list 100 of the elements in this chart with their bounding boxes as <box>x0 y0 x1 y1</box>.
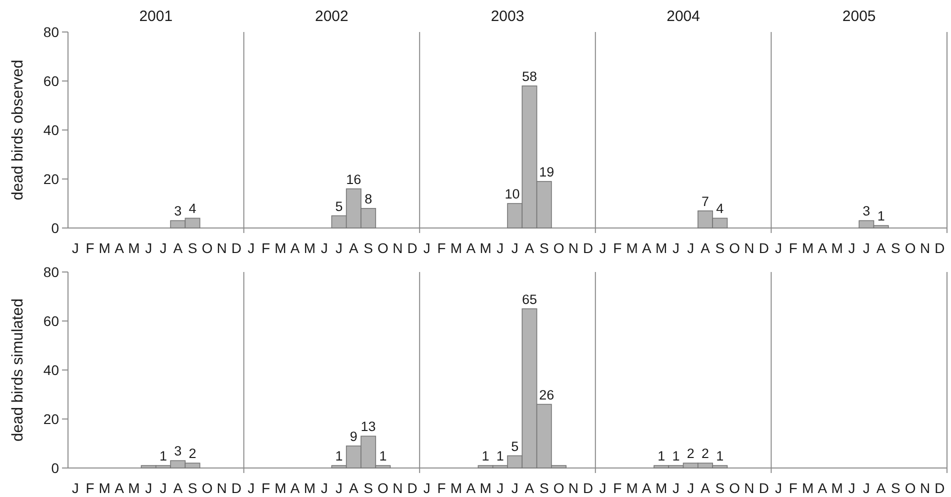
data-label: 9 <box>350 428 358 444</box>
x-tick-label: J <box>248 480 255 496</box>
x-tick-label: O <box>202 240 213 256</box>
y-tick-label: 40 <box>43 362 60 378</box>
data-label: 1 <box>159 448 167 464</box>
x-tick-label: A <box>524 480 535 496</box>
x-tick-label: J <box>423 240 430 256</box>
data-label: 13 <box>360 419 376 434</box>
x-tick-label: M <box>831 480 843 496</box>
y-tick-label: 20 <box>43 410 60 427</box>
x-tick-label: N <box>216 240 227 256</box>
x-tick-label: A <box>818 480 828 496</box>
y-axis-title: dead birds observed <box>9 60 26 200</box>
data-label: 1 <box>496 448 504 464</box>
x-tick-label: J <box>496 480 504 496</box>
x-tick-label: F <box>86 480 94 496</box>
y-tick-label: 20 <box>43 170 60 187</box>
x-tick-label: A <box>700 480 711 496</box>
x-tick-label: F <box>613 480 622 496</box>
data-label: 16 <box>346 172 362 187</box>
x-tick-label: F <box>437 240 446 256</box>
text: 2004 <box>666 8 700 25</box>
data-label: 5 <box>335 198 343 214</box>
x-tick-label: M <box>626 240 638 256</box>
x-tick-label: J <box>160 240 167 256</box>
x-tick-label: J <box>336 480 343 496</box>
x-tick-label: M <box>802 480 814 496</box>
x-tick-label: S <box>715 240 725 256</box>
x-tick-label: J <box>336 240 343 256</box>
x-tick-label: J <box>423 480 430 496</box>
x-tick-label: A <box>114 240 125 256</box>
data-label: 1 <box>482 448 490 464</box>
x-tick-label: D <box>934 480 945 496</box>
x-tick-label: A <box>642 480 652 496</box>
x-tick-label: M <box>274 240 286 256</box>
x-tick-label: A <box>818 240 828 256</box>
x-tick-label: M <box>480 240 492 256</box>
x-tick-label: O <box>378 240 389 256</box>
x-tick-label: O <box>202 480 213 496</box>
y-tick-label: 40 <box>43 122 60 138</box>
y-tick-label: 0 <box>51 460 60 476</box>
x-tick-label: M <box>128 480 140 496</box>
x-tick-label: S <box>188 240 198 256</box>
text: 2003 <box>490 8 524 25</box>
data-label: 58 <box>522 68 537 84</box>
x-tick-label: A <box>876 240 886 256</box>
text: 2002 <box>315 8 348 25</box>
x-tick-label: F <box>261 480 270 496</box>
x-tick-label: A <box>290 480 300 496</box>
x-tick-label: J <box>687 480 694 496</box>
x-tick-label: M <box>655 480 668 496</box>
data-label: 10 <box>504 186 520 202</box>
data-label: 2 <box>702 446 710 462</box>
x-tick-label: D <box>583 240 594 256</box>
y-axis-title: dead birds simulated <box>9 298 26 442</box>
x-tick-label: O <box>729 480 740 496</box>
data-label: 4 <box>188 201 197 216</box>
x-tick-label: J <box>320 240 328 256</box>
data-label: 1 <box>658 448 666 464</box>
x-tick-label: A <box>466 240 476 256</box>
x-tick-label: J <box>599 480 606 496</box>
x-tick-label: S <box>891 480 900 496</box>
x-tick-label: M <box>304 480 316 496</box>
x-tick-label: J <box>687 240 694 256</box>
x-tick-label: O <box>553 480 564 496</box>
x-tick-label: J <box>511 480 518 496</box>
x-tick-label: F <box>86 240 94 256</box>
x-tick-label: O <box>553 240 564 256</box>
x-tick-label: D <box>407 240 418 256</box>
x-tick-label: M <box>831 240 843 256</box>
x-tick-label: A <box>349 480 360 496</box>
x-tick-label: J <box>145 480 152 496</box>
x-tick-label: F <box>788 480 798 496</box>
x-tick-label: A <box>642 240 652 256</box>
x-tick-label: N <box>920 480 930 496</box>
x-tick-label: D <box>407 480 418 496</box>
x-tick-label: A <box>876 480 886 496</box>
data-label: 3 <box>174 204 182 219</box>
x-tick-label: A <box>290 240 300 256</box>
x-tick-label: F <box>788 240 798 256</box>
x-tick-label: N <box>392 240 403 256</box>
x-tick-label: M <box>274 480 286 496</box>
data-label: 26 <box>539 387 554 402</box>
x-tick-label: M <box>450 240 462 256</box>
x-tick-label: N <box>568 480 578 496</box>
data-label: 5 <box>511 438 519 454</box>
data-label: 65 <box>522 292 537 307</box>
x-tick-label: O <box>904 480 916 496</box>
x-tick-label: J <box>862 480 870 496</box>
data-label: 7 <box>702 194 710 209</box>
x-tick-label: N <box>920 240 930 256</box>
x-tick-label: S <box>364 240 373 256</box>
x-tick-label: J <box>511 240 518 256</box>
x-tick-label: J <box>672 480 680 496</box>
x-tick-label: M <box>98 480 110 496</box>
x-tick-label: A <box>114 480 125 496</box>
data-label: 1 <box>877 208 885 224</box>
x-tick-label: J <box>72 480 79 496</box>
x-tick-label: A <box>173 240 184 256</box>
x-tick-label: J <box>160 480 167 496</box>
